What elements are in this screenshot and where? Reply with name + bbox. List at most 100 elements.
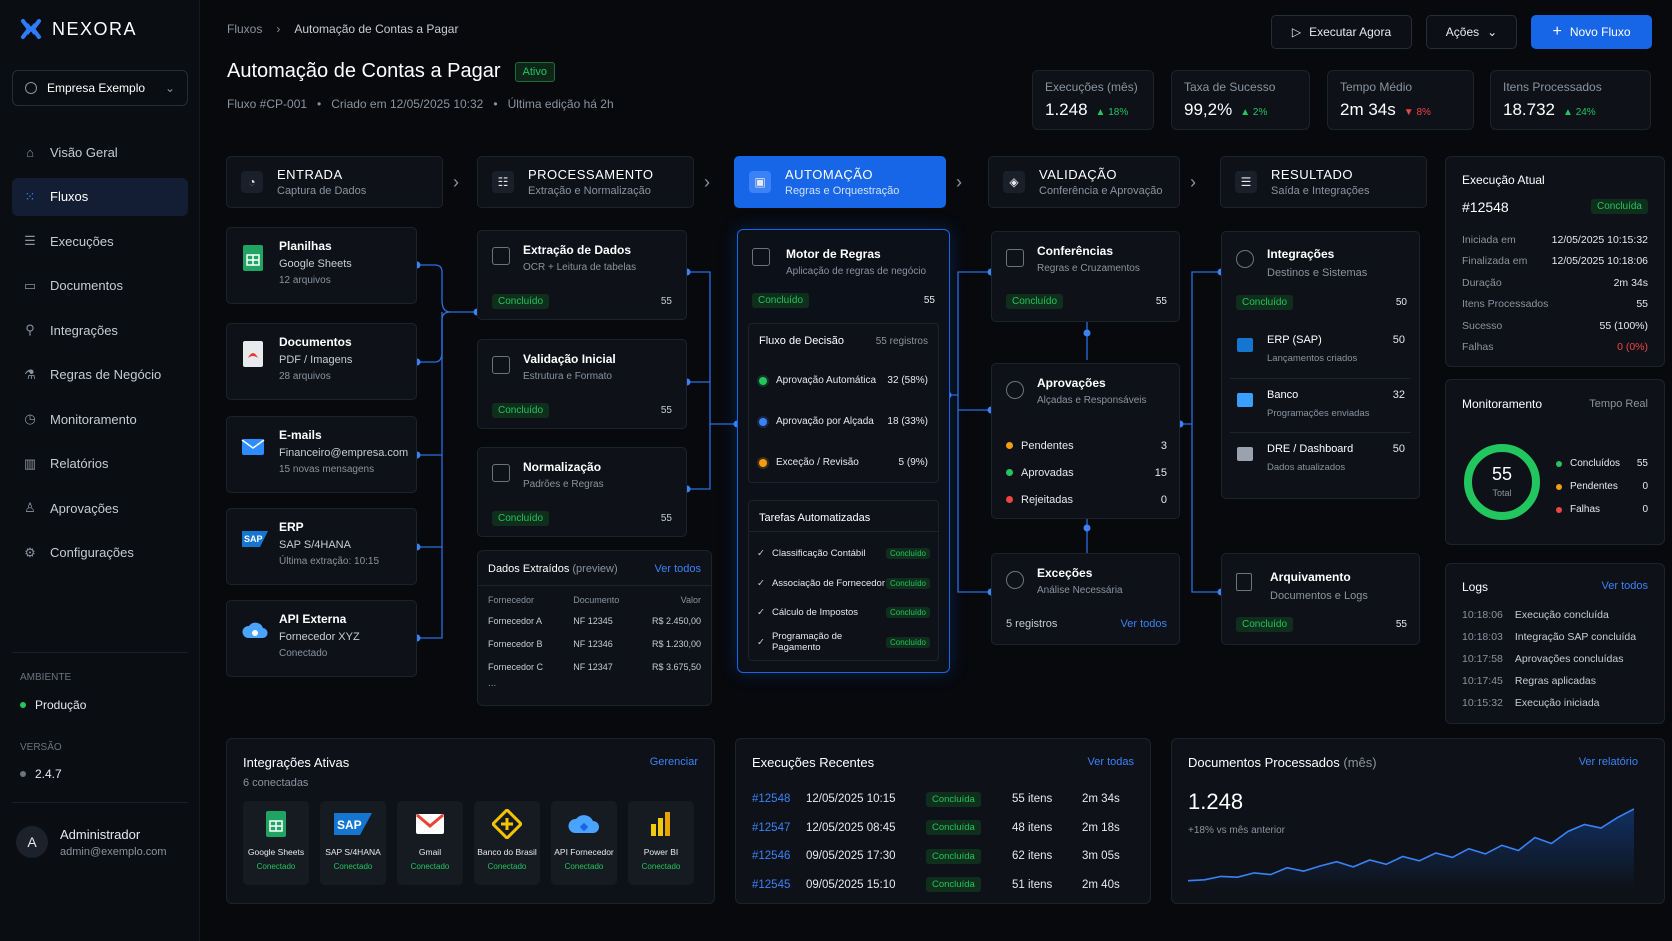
chart-area [1188,809,1634,889]
task-label: Classificação Contábil [771,548,866,560]
result-sub: Dados atualizados [1267,462,1346,473]
user-icon [1006,381,1024,399]
integration-tile-google-sheets[interactable]: Google Sheets Conectado [243,801,309,885]
user-profile[interactable]: A Administrador admin@exemplo.com [16,826,167,858]
integration-tile-api-fornecedor[interactable]: API Fornecedor Conectado [551,801,617,885]
current-value: 0 (0%) [1617,341,1648,354]
docs-report-link[interactable]: Ver relatório [1578,756,1638,768]
execution-id-link[interactable]: #12547 [752,821,791,834]
stage-automacao[interactable]: ▣ AUTOMAÇÃO Regras e Orquestração [734,156,946,208]
building-icon [25,82,37,94]
execution-row[interactable]: #12547 12/05/2025 08:45 Concluída 48 itens 2… [752,814,1134,843]
extracted-more: ... [488,678,497,689]
kpi-label: Execuções (mês) [1045,80,1138,94]
sidebar-item-label: Aprovações [50,500,119,516]
sidebar-item-integracoes[interactable]: ⚲ Integrações [12,311,188,349]
integration-tile-gmail[interactable]: Gmail Conectado [397,801,463,885]
current-label: Sucesso [1462,319,1503,332]
actions-button[interactable]: Ações ⌄ [1426,15,1517,49]
decision-item: Aprovação Automática 32 (58%) [759,360,928,401]
sidebar-item-fluxos[interactable]: ⁙ Fluxos [12,177,188,216]
process-validacao-inicial[interactable]: Validação Inicial Estrutura e Formato Conc… [477,339,687,429]
execution-row[interactable]: #12545 09/05/2025 15:10 Concluída 51 itens 2… [752,871,1134,900]
source-title: Planilhas [279,239,332,253]
sidebar-item-configuracoes[interactable]: ⚙ Configurações [12,534,188,572]
integration-tile-sap-s-4hana[interactable]: SAP SAP S/4HANA Conectado [320,801,386,885]
source-subtitle: Fornecedor XYZ [279,631,360,643]
chevron-down-icon: ⌄ [164,81,175,95]
integrations-result-title: Integrações [1267,247,1335,261]
integration-tile-banco-do-brasil[interactable]: Banco do Brasil Conectado [474,801,540,885]
stage-entrada[interactable]: ◔ ENTRADA Captura de Dados [226,156,443,208]
source-api-externa[interactable]: API Externa Fornecedor XYZ Conectado [226,600,417,677]
source-erp[interactable]: SAP ERP SAP S/4HANA Última extração: 10:15 [226,508,417,585]
stage-resultado[interactable]: ☰ RESULTADO Saída e Integrações [1220,156,1427,208]
integration-status: Conectado [487,862,527,871]
source-planilhas[interactable]: Planilhas Google Sheets 12 arquivos [226,227,417,304]
sidebar-item-aprovacoes[interactable]: ♙ Aprovações [12,489,188,527]
kpi-delta-value: 24% [1575,107,1596,118]
current-title: Execução Atual [1462,173,1545,187]
exceptions-title: Exceções [1037,566,1093,580]
logs-view-all-link[interactable]: Ver todos [1601,580,1648,592]
manage-integrations-link[interactable]: Gerenciar [649,756,698,768]
run-now-button[interactable]: ▷ Executar Agora [1271,15,1412,49]
play-icon: ▷ [1291,25,1302,39]
sidebar-item-visao-geral[interactable]: ⌂ Visão Geral [12,133,188,171]
execution-id-link[interactable]: #12545 [752,878,791,891]
sidebar-item-monitoramento[interactable]: ◷ Monitoramento [12,400,188,438]
approvals-card[interactable]: Aprovações Alçadas e Responsáveis Penden… [991,363,1180,519]
result-banco[interactable]: Banco Programações enviadas 32 [1230,378,1411,432]
stage-subtitle: Extração e Normalização [528,185,651,197]
api-fornecedor-icon [551,801,617,847]
exceptions-count: 5 registros [1006,618,1058,630]
decision-dot-icon [759,417,767,426]
execution-id-link[interactable]: #12546 [752,850,791,863]
extracted-view-all-link[interactable]: Ver todos [654,563,701,575]
approvals-sub: Alçadas e Responsáveis [1037,395,1147,406]
rules-engine-status: Concluído [752,293,810,308]
brand-logo[interactable]: NEXORA [20,18,137,40]
new-flow-button[interactable]: + Novo Fluxo [1531,15,1652,49]
exceptions-view-all-link[interactable]: Ver todos [1120,618,1167,630]
company-selector[interactable]: Empresa Exemplo ⌄ [12,70,188,106]
integration-tile-power-bi[interactable]: Power BI Conectado [628,801,694,885]
process-extracao-de-dados[interactable]: Extração de Dados OCR + Leitura de tabela… [477,230,687,320]
checks-card[interactable]: Conferências Regras e Cruzamentos Conclu… [991,231,1180,322]
rules-engine-icon [752,248,770,266]
sidebar-item-regras-de-negocio[interactable]: ⚗ Regras de Negócio [12,356,188,394]
task-status: Concluído [885,577,930,589]
execution-status: Concluída [926,848,981,864]
sidebar-item-relatorios[interactable]: ▥ Relatórios [12,445,188,483]
process-normalizacao[interactable]: Normalização Padrões e Regras Concluído 55 [477,447,687,537]
execution-duration: 2m 40s [1082,878,1120,891]
decision-label: Aprovação Automática [776,375,877,386]
execution-row[interactable]: #12546 09/05/2025 17:30 Concluída 62 itens 3… [752,842,1134,871]
sidebar-item-documentos[interactable]: ▭ Documentos [12,267,188,305]
arrow-up-icon: ▲ [1563,107,1576,118]
stage-processamento[interactable]: ☷ PROCESSAMENTO Extração e Normalização [477,156,694,208]
exceptions-card[interactable]: Exceções Análise Necessária 5 registros … [991,553,1180,645]
sap-icon: SAP [241,525,268,553]
process-subtitle: Padrões e Regras [523,479,604,490]
kpi-value: 2m 34s [1340,100,1396,119]
sidebar-item-execucoes[interactable]: ☰ Execuções [12,222,188,260]
breadcrumb-fluxos[interactable]: Fluxos [227,22,263,36]
docs-trend-chart [1188,808,1634,889]
arrow-up-icon: ▲ [1240,107,1253,118]
integration-status: Conectado [564,862,604,871]
source-documentos[interactable]: Documentos PDF / Imagens 28 arquivos [226,323,417,400]
source-e-mails[interactable]: E-mails Financeiro@empresa.com 15 novas me… [226,416,417,493]
result-dre-dashboard[interactable]: DRE / Dashboard Dados atualizados 50 [1230,432,1411,486]
execution-id-link[interactable]: #12548 [752,793,791,806]
execution-row[interactable]: #12548 12/05/2025 10:15 Concluída 55 itens 2… [752,785,1134,814]
process-subtitle: Estrutura e Formato [523,371,612,382]
result-erp-sap[interactable]: ERP (SAP) Lançamentos criados 50 [1230,324,1411,378]
kpi-execucoes-mes: Execuções (mês) 1.248 ▲ 18% [1032,70,1154,130]
recent-view-all-link[interactable]: Ver todas [1087,756,1134,768]
stage-validacao[interactable]: ◈ VALIDAÇÃO Conferência e Aprovação [988,156,1180,208]
env-indicator: Produção [20,698,86,712]
logs-card: Logs Ver todos 10:18:06 Execução concluíd… [1445,563,1665,724]
kpi-delta-value: 18% [1108,107,1129,118]
archive-card[interactable]: Arquivamento Documentos e Logs Concluído… [1221,553,1420,645]
